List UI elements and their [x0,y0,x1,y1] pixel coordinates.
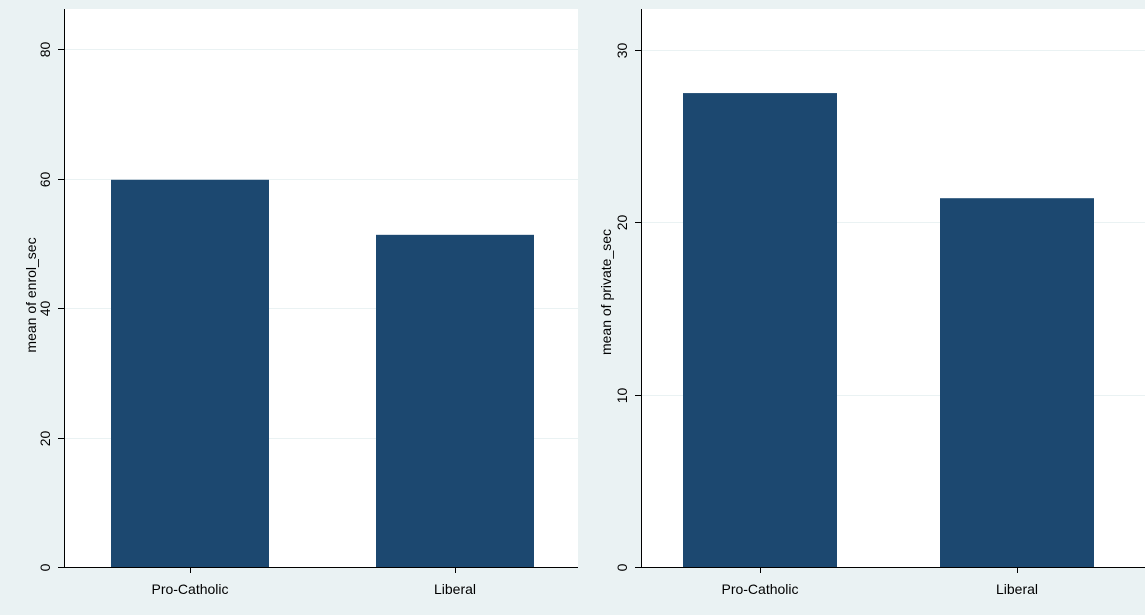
axes: 0 20 40 60 80 Pro-Catholic Liberal [37,9,578,597]
y-tick-label: 10 [614,388,630,404]
bars [683,93,1094,567]
bar-liberal [940,198,1094,567]
x-tick-label: Liberal [434,581,476,597]
y-axis-title: mean of private_sec [598,229,614,355]
bars [111,179,534,568]
bar-pro-catholic [111,179,269,568]
bar-pro-catholic [683,93,837,567]
y-tick-label: 60 [37,172,53,188]
x-tick-label: Pro-Catholic [151,581,228,597]
y-tick-label: 20 [37,431,53,447]
y-tick-label: 80 [37,42,53,58]
bar-liberal [376,234,534,567]
x-tick-label: Liberal [996,581,1038,597]
y-tick-label: 0 [614,563,630,571]
axes: 0 10 20 30 Pro-Catholic Liberal [614,9,1145,597]
y-tick-label: 0 [37,563,53,571]
chart-panel-enrol-sec: 0 20 40 60 80 Pro-Catholic Liberal mean of enr… [0,0,578,615]
y-axis-title: mean of enrol_sec [23,237,39,352]
chart-panel-private-sec: 0 10 20 30 Pro-Catholic Liberal mean of priva… [578,0,1145,615]
y-tick-label: 40 [37,301,53,317]
y-tick-label: 30 [614,43,630,59]
x-tick-label: Pro-Catholic [721,581,798,597]
y-tick-label: 20 [614,215,630,231]
